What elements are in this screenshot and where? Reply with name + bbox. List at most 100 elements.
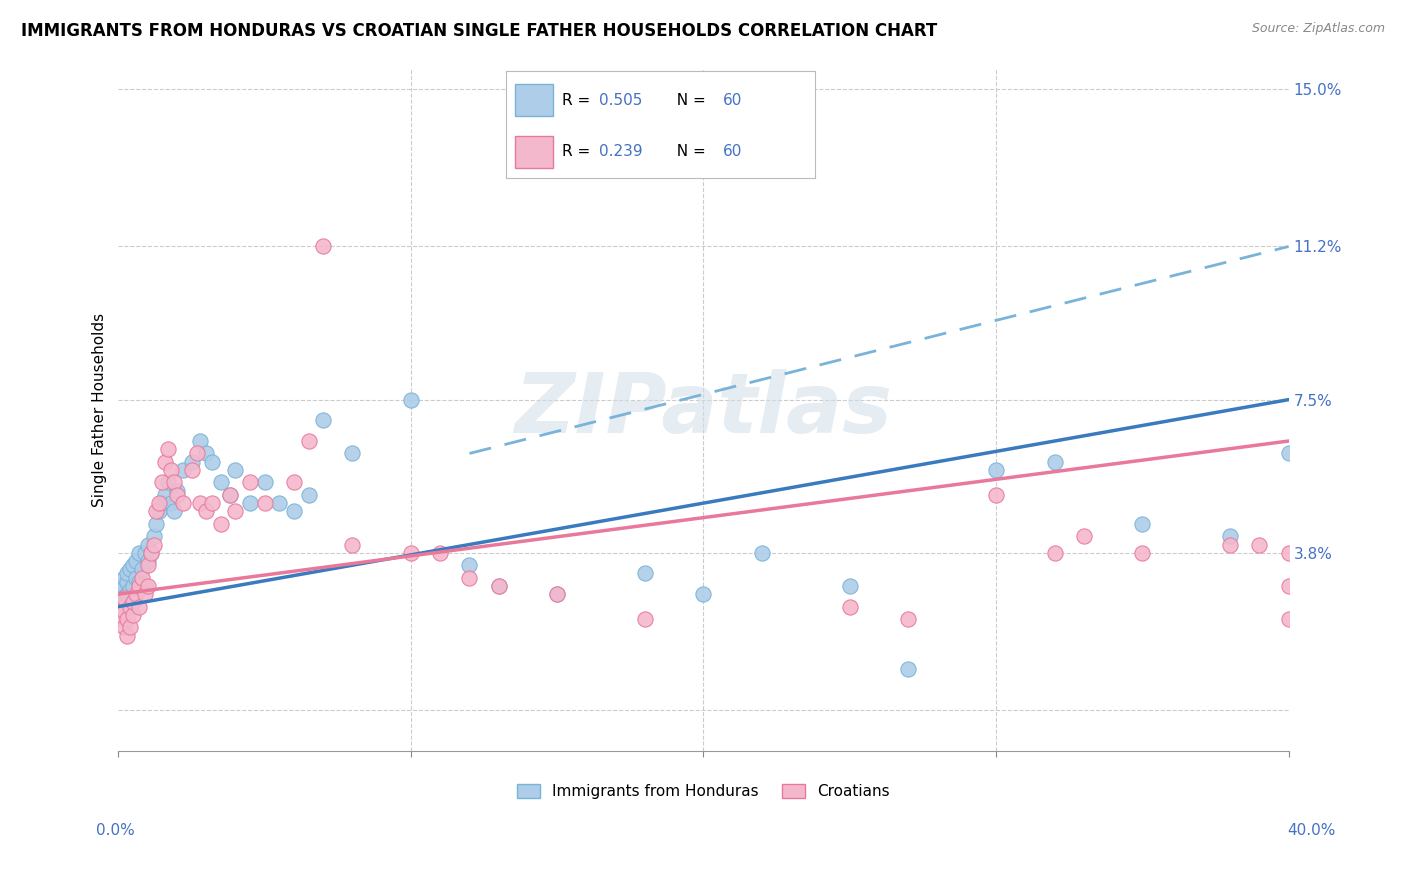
Point bbox=[1277, 612, 1299, 626]
Text: IMMIGRANTS FROM HONDURAS VS CROATIAN SINGLE FATHER HOUSEHOLDS CORRELATION CHART: IMMIGRANTS FROM HONDURAS VS CROATIAN SIN… bbox=[21, 22, 938, 40]
Point bbox=[110, 579, 132, 593]
Text: R =: R = bbox=[562, 93, 595, 108]
Point bbox=[180, 463, 202, 477]
Point bbox=[134, 546, 156, 560]
Point bbox=[115, 566, 138, 581]
Point bbox=[112, 604, 135, 618]
Text: 40.0%: 40.0% bbox=[1288, 823, 1336, 838]
Point bbox=[838, 579, 860, 593]
Point bbox=[155, 488, 177, 502]
Point bbox=[128, 579, 150, 593]
Point bbox=[269, 496, 291, 510]
Text: 60: 60 bbox=[723, 93, 742, 108]
Point bbox=[110, 612, 132, 626]
Point bbox=[142, 537, 165, 551]
Point bbox=[195, 446, 218, 460]
Point bbox=[342, 537, 364, 551]
Point bbox=[312, 413, 335, 427]
Point bbox=[253, 475, 276, 490]
Point bbox=[1130, 516, 1153, 531]
Point bbox=[115, 612, 138, 626]
Point bbox=[122, 558, 145, 573]
Point bbox=[201, 455, 224, 469]
Point bbox=[122, 607, 145, 622]
Text: Source: ZipAtlas.com: Source: ZipAtlas.com bbox=[1251, 22, 1385, 36]
FancyBboxPatch shape bbox=[516, 136, 553, 168]
Text: ZIPatlas: ZIPatlas bbox=[515, 369, 893, 450]
Point bbox=[131, 571, 153, 585]
Point bbox=[172, 496, 194, 510]
Point bbox=[115, 629, 138, 643]
Point bbox=[634, 566, 657, 581]
Point bbox=[115, 574, 138, 589]
Point bbox=[128, 599, 150, 614]
Point bbox=[984, 488, 1007, 502]
Point bbox=[546, 587, 568, 601]
Point bbox=[172, 463, 194, 477]
Point bbox=[201, 496, 224, 510]
Text: 60: 60 bbox=[723, 145, 742, 159]
Point bbox=[1130, 546, 1153, 560]
Point bbox=[128, 574, 150, 589]
Point bbox=[115, 587, 138, 601]
Point bbox=[136, 554, 159, 568]
Point bbox=[239, 496, 262, 510]
FancyBboxPatch shape bbox=[516, 84, 553, 116]
Point bbox=[429, 546, 451, 560]
Point bbox=[131, 562, 153, 576]
Point bbox=[1249, 537, 1271, 551]
Point bbox=[283, 475, 305, 490]
Point bbox=[195, 504, 218, 518]
Point bbox=[139, 546, 162, 560]
Text: 0.239: 0.239 bbox=[599, 145, 643, 159]
Point bbox=[120, 562, 142, 576]
Point bbox=[209, 475, 232, 490]
Point bbox=[186, 446, 208, 460]
Point bbox=[134, 579, 156, 593]
Point bbox=[139, 546, 162, 560]
Point bbox=[145, 516, 167, 531]
Point bbox=[136, 537, 159, 551]
Point bbox=[125, 554, 148, 568]
Point bbox=[297, 488, 319, 502]
Point bbox=[163, 504, 186, 518]
Point bbox=[157, 475, 180, 490]
Point bbox=[1043, 546, 1066, 560]
Point bbox=[634, 612, 657, 626]
Point bbox=[112, 591, 135, 606]
Point bbox=[110, 599, 132, 614]
Point bbox=[218, 488, 240, 502]
Point bbox=[1073, 529, 1095, 543]
Point bbox=[160, 463, 183, 477]
Point bbox=[1277, 446, 1299, 460]
Point bbox=[209, 516, 232, 531]
Point bbox=[122, 579, 145, 593]
Text: R =: R = bbox=[562, 145, 595, 159]
Point bbox=[112, 620, 135, 634]
Point bbox=[253, 496, 276, 510]
Point bbox=[120, 620, 142, 634]
Point bbox=[188, 496, 211, 510]
Point bbox=[148, 496, 170, 510]
Text: 0.0%: 0.0% bbox=[96, 823, 135, 838]
Point bbox=[1219, 529, 1241, 543]
Point bbox=[145, 504, 167, 518]
Point bbox=[488, 579, 510, 593]
Point bbox=[458, 571, 481, 585]
Point bbox=[125, 571, 148, 585]
Legend: Immigrants from Honduras, Croatians: Immigrants from Honduras, Croatians bbox=[512, 778, 896, 805]
Point bbox=[399, 392, 422, 407]
Point bbox=[134, 587, 156, 601]
Point bbox=[120, 582, 142, 597]
Point bbox=[155, 455, 177, 469]
Point bbox=[136, 579, 159, 593]
Point bbox=[142, 529, 165, 543]
Point bbox=[488, 579, 510, 593]
Point bbox=[751, 546, 773, 560]
Point bbox=[112, 591, 135, 606]
Point bbox=[458, 558, 481, 573]
Point bbox=[166, 488, 188, 502]
Point bbox=[120, 599, 142, 614]
Point bbox=[180, 455, 202, 469]
Point bbox=[150, 475, 173, 490]
